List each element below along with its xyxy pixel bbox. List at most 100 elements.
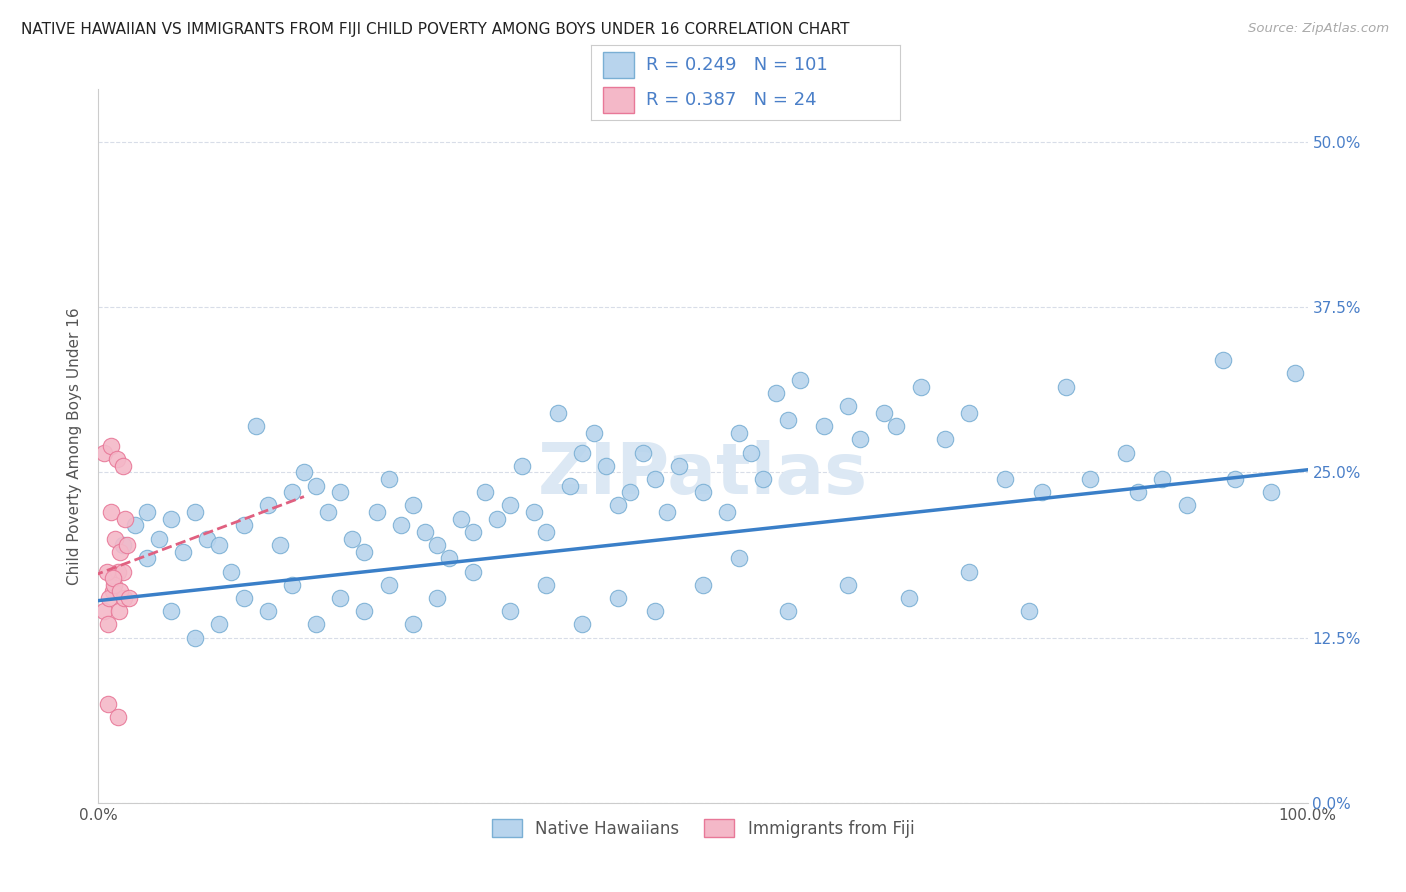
Point (389, 518, 412, 533)
Point (1115, 445, 1137, 459)
Point (1018, 604, 1040, 618)
Point (366, 505, 388, 519)
Point (437, 551, 460, 566)
Point (281, 485, 304, 500)
Point (184, 505, 207, 519)
Point (957, 406, 980, 420)
Point (534, 524, 557, 539)
Point (256, 499, 278, 513)
Point (377, 472, 399, 486)
Point (377, 578, 399, 592)
Point (583, 425, 606, 440)
Point (232, 518, 254, 533)
Point (595, 458, 617, 473)
Point (305, 478, 328, 492)
Point (558, 478, 581, 492)
FancyBboxPatch shape (603, 87, 634, 112)
Point (897, 591, 920, 605)
Point (1260, 485, 1282, 500)
Point (135, 551, 157, 566)
Point (1054, 379, 1077, 393)
Point (112, 591, 135, 605)
Point (837, 578, 859, 592)
Point (124, 518, 146, 533)
Point (1284, 367, 1306, 381)
Point (668, 458, 690, 473)
Point (97, 617, 120, 632)
Point (873, 406, 896, 420)
Point (619, 485, 641, 500)
Point (692, 485, 714, 500)
Point (474, 485, 496, 500)
Point (329, 485, 352, 500)
Point (776, 412, 799, 426)
Point (256, 604, 278, 618)
Y-axis label: Child Poverty Among Boys Under 16: Child Poverty Among Boys Under 16 (67, 307, 83, 585)
Point (101, 571, 124, 585)
Point (1175, 499, 1198, 513)
Point (316, 505, 339, 519)
Point (644, 604, 666, 618)
Point (111, 458, 134, 473)
Point (160, 511, 183, 525)
Point (571, 445, 593, 459)
Point (353, 545, 375, 559)
Point (103, 578, 125, 592)
Point (463, 565, 485, 579)
Legend: Native Hawaiians, Immigrants from Fiji: Native Hawaiians, Immigrants from Fiji (485, 813, 921, 845)
Point (728, 551, 751, 566)
Point (292, 466, 315, 480)
Point (994, 472, 1017, 486)
Point (118, 591, 141, 605)
Point (547, 406, 569, 420)
Point (353, 604, 375, 618)
Point (269, 538, 291, 552)
Text: R = 0.387   N = 24: R = 0.387 N = 24 (647, 91, 817, 109)
Point (232, 591, 254, 605)
Point (208, 617, 231, 632)
Point (607, 591, 630, 605)
Point (97, 697, 120, 711)
Point (910, 379, 932, 393)
Point (100, 505, 122, 519)
Point (886, 419, 908, 434)
Point (644, 472, 666, 486)
Point (413, 524, 436, 539)
Point (402, 617, 425, 632)
Point (104, 532, 127, 546)
Point (728, 425, 751, 440)
Point (148, 532, 170, 546)
Point (498, 499, 520, 513)
Point (342, 532, 364, 546)
Point (172, 545, 194, 559)
Point (117, 538, 139, 552)
Point (96, 565, 118, 579)
Point (184, 631, 207, 645)
Point (98, 591, 121, 605)
Point (100, 439, 122, 453)
Point (101, 584, 124, 599)
Point (463, 524, 485, 539)
Point (692, 578, 714, 592)
Point (752, 472, 775, 486)
Point (498, 604, 520, 618)
Point (108, 604, 131, 618)
Text: NATIVE HAWAIIAN VS IMMIGRANTS FROM FIJI CHILD POVERTY AMONG BOYS UNDER 16 CORREL: NATIVE HAWAIIAN VS IMMIGRANTS FROM FIJI … (21, 22, 849, 37)
Point (108, 584, 131, 599)
Point (789, 373, 811, 387)
Point (571, 617, 593, 632)
Text: ZIPatlas: ZIPatlas (538, 440, 868, 509)
Point (631, 445, 654, 459)
Point (523, 505, 546, 519)
Point (329, 591, 352, 605)
Point (402, 499, 425, 513)
Point (111, 538, 134, 552)
Point (195, 532, 218, 546)
Point (107, 710, 129, 724)
Text: R = 0.249   N = 101: R = 0.249 N = 101 (647, 56, 828, 74)
Point (1128, 485, 1150, 500)
Point (245, 419, 267, 434)
Point (1212, 353, 1234, 368)
Point (776, 604, 799, 618)
Point (849, 433, 872, 447)
